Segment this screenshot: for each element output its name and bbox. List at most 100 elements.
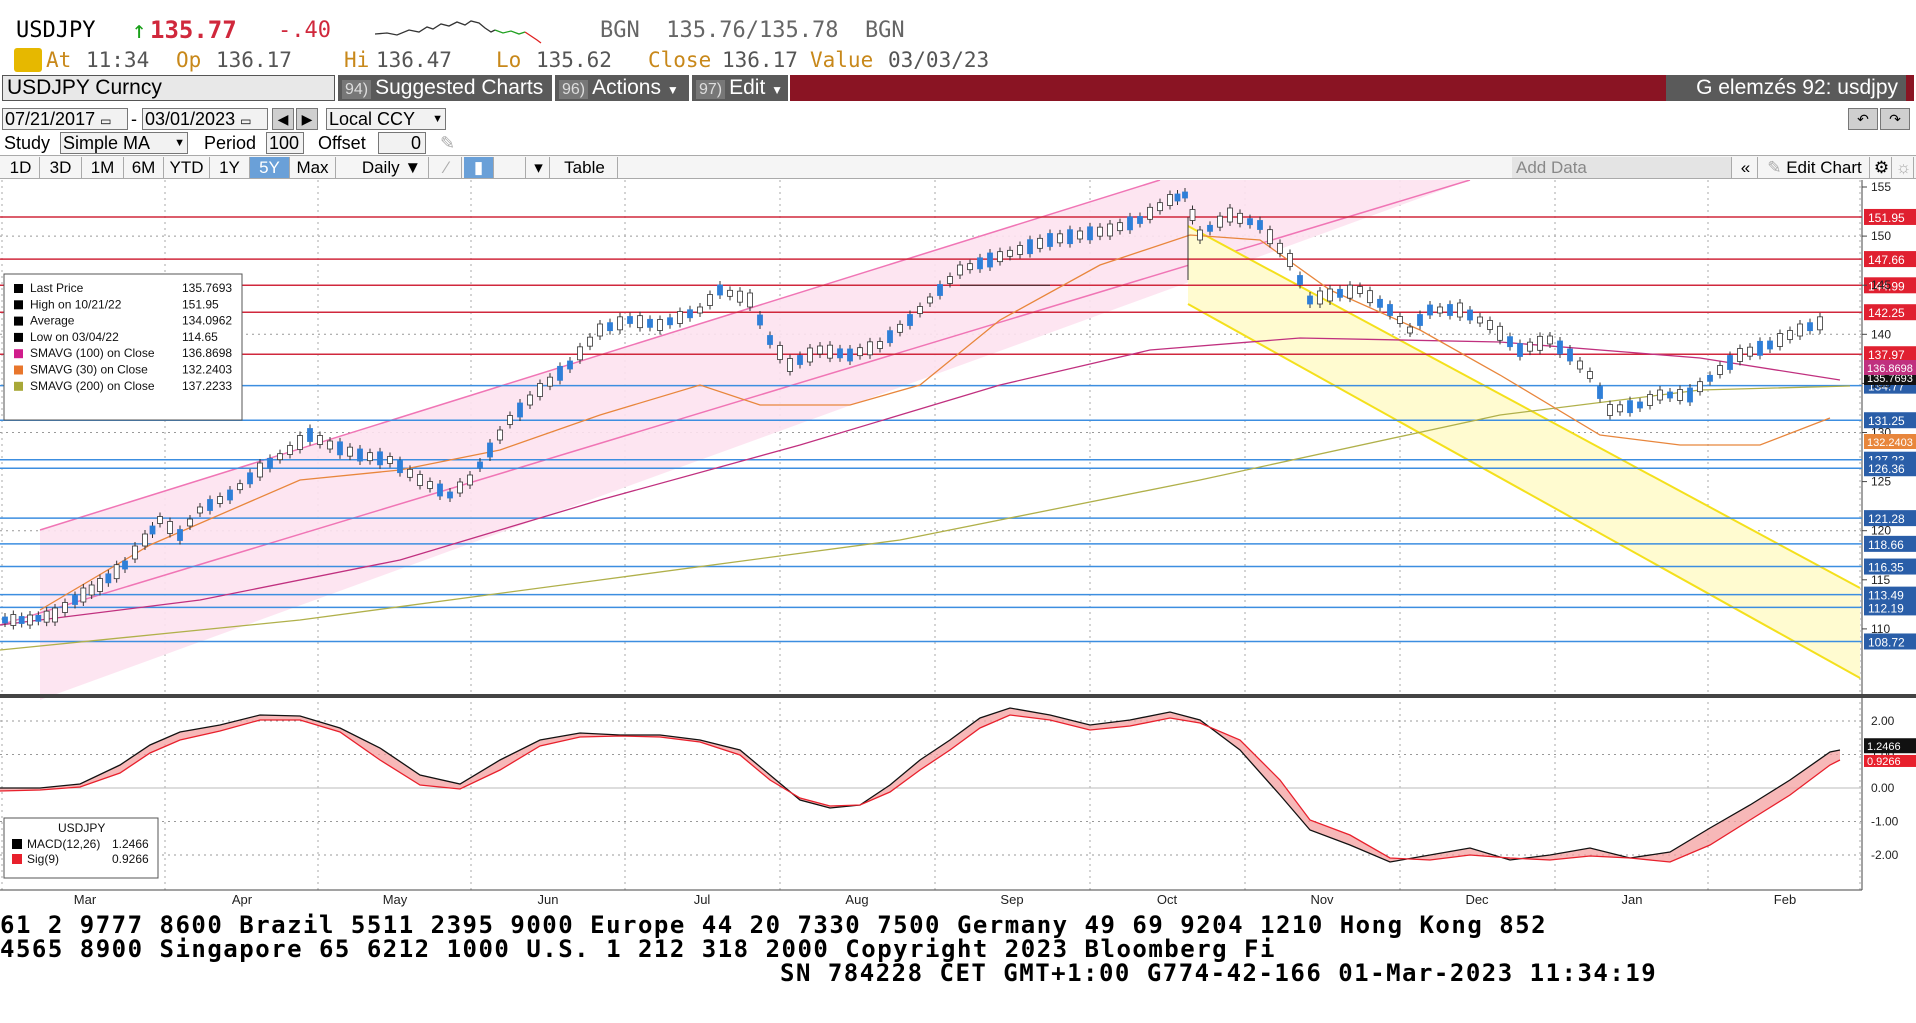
candle-body: [1227, 207, 1233, 223]
candle-body: [1577, 360, 1583, 370]
month-label: Jul: [694, 892, 711, 907]
currency-select[interactable]: Local CCY ▼: [326, 108, 446, 130]
candle-body: [927, 296, 933, 304]
macd-tick-label: 2.00: [1871, 714, 1895, 728]
candle-body: [167, 521, 173, 534]
pencil-icon[interactable]: ✎: [440, 132, 456, 153]
resistance-label: 144.99: [1868, 279, 1905, 293]
tab-1m[interactable]: 1M: [82, 157, 124, 178]
tab-max[interactable]: Max: [290, 157, 336, 178]
candle-body: [587, 336, 593, 347]
macd-legend-title: USDJPY: [58, 821, 105, 835]
tab-1y[interactable]: 1Y: [210, 157, 250, 178]
macd-value-label: 1.2466: [1867, 741, 1901, 753]
candle-body: [257, 462, 263, 478]
next-range-button[interactable]: ▶: [296, 108, 318, 130]
tab-5y[interactable]: 5Y: [250, 157, 290, 178]
candle-body: [1427, 304, 1433, 316]
candle-body: [1137, 216, 1143, 224]
candle-body: [617, 316, 623, 331]
suggested-charts-button[interactable]: 94) Suggested Charts: [338, 75, 552, 101]
period-input[interactable]: 100: [266, 132, 304, 154]
candle-body: [817, 345, 823, 355]
period-label: Period: [204, 132, 257, 153]
resistance-tag: [1864, 304, 1916, 321]
chart-settings-icon[interactable]: ⚙: [1872, 157, 1892, 178]
actions-menu-button[interactable]: 96) Actions ▼: [555, 75, 689, 101]
table-button[interactable]: Table: [552, 157, 618, 178]
edit-menu-button[interactable]: 97) Edit ▼: [692, 75, 788, 101]
prev-range-button[interactable]: ◀: [272, 108, 294, 130]
frequency-select[interactable]: Daily ▼: [355, 157, 429, 178]
quote-details: At 11:34 Op 136.17 Hi 136.47 Lo 135.62 C…: [0, 46, 1916, 74]
candle-body: [1547, 335, 1553, 345]
support-label: 113.49: [1868, 589, 1904, 603]
resistance-tag: [1864, 277, 1916, 294]
chart-type-dropdown[interactable]: ▾: [528, 157, 550, 178]
candle-body: [1537, 335, 1543, 351]
smavg-30-line: [39, 234, 1831, 611]
study-select[interactable]: Simple MA ▼: [60, 132, 188, 154]
offset-input[interactable]: 0: [378, 132, 426, 154]
candle-body: [357, 448, 363, 462]
tab-6m[interactable]: 6M: [124, 157, 164, 178]
right-value-tag: [1864, 434, 1916, 449]
blank-tool-icon[interactable]: [496, 157, 526, 178]
candle-body: [757, 314, 763, 326]
month-label: Aug: [845, 892, 868, 907]
candle-body: [427, 481, 433, 489]
edit-chart-button[interactable]: ✎ Edit Chart: [1760, 157, 1870, 178]
calendar-icon[interactable]: ▭: [240, 114, 252, 128]
candle-body: [1597, 386, 1603, 399]
candle-body: [637, 315, 643, 329]
calendar-icon[interactable]: ▭: [100, 114, 112, 128]
price-tick-label: 115: [1871, 573, 1890, 587]
tab-1d[interactable]: 1D: [2, 157, 40, 178]
downtrend-channel-lower: [1187, 303, 1861, 679]
candle-body: [1437, 306, 1443, 314]
support-tag: [1864, 535, 1916, 552]
candle-body: [1647, 394, 1653, 406]
support-tag: [1864, 586, 1916, 603]
gauge-icon[interactable]: [14, 48, 42, 72]
start-date-input[interactable]: 07/21/2017 ▭: [2, 108, 128, 130]
signal-value-tag: [1864, 754, 1916, 767]
tab-ytd[interactable]: YTD: [164, 157, 210, 178]
candle-body: [1527, 341, 1533, 352]
month-label: Sep: [1000, 892, 1023, 907]
right-value-label: 132.2403: [1867, 437, 1913, 449]
end-date-input[interactable]: 03/01/2023 ▭: [142, 108, 268, 130]
candle-body: [947, 276, 953, 284]
candle-body: [177, 529, 183, 541]
candle-chart-icon[interactable]: ▮: [464, 157, 494, 178]
legend-swatch: [14, 349, 23, 359]
price-chart[interactable]: 151.95147.66144.99142.25137.97134.77131.…: [0, 180, 1916, 907]
candle-body: [1387, 304, 1393, 316]
candle-body: [1567, 348, 1573, 362]
price-tick-label: 145: [1871, 278, 1891, 292]
add-data-input[interactable]: Add Data: [1512, 157, 1732, 178]
candle-body: [607, 322, 613, 332]
candle-body: [1747, 346, 1753, 357]
macd-legend-value: 0.9266: [112, 852, 149, 866]
legend-value: 137.2233: [182, 379, 232, 393]
candle-body: [1717, 365, 1723, 375]
candle-body: [717, 284, 723, 296]
candle-body: [1017, 245, 1023, 255]
tab-3d[interactable]: 3D: [40, 157, 82, 178]
actions-num: 96): [559, 80, 589, 99]
price-tick-label: 140: [1871, 327, 1891, 341]
candle-body: [987, 252, 993, 268]
undo-icon[interactable]: ↶: [1848, 108, 1878, 130]
end-date-value: 03/01/2023: [145, 109, 236, 129]
candle-body: [1757, 340, 1763, 356]
collapse-icon[interactable]: «: [1734, 157, 1758, 178]
quote-symbol: USDJPY: [16, 17, 96, 43]
legend-label: Low on 03/04/22: [30, 330, 119, 344]
gear-icon[interactable]: ☼: [1894, 157, 1914, 178]
macd-value-tag: [1864, 738, 1916, 754]
candle-body: [1777, 333, 1783, 347]
security-field[interactable]: USDJPY Curncy: [2, 75, 335, 101]
line-chart-icon[interactable]: ⁄: [432, 157, 462, 178]
redo-icon[interactable]: ↷: [1880, 108, 1910, 130]
